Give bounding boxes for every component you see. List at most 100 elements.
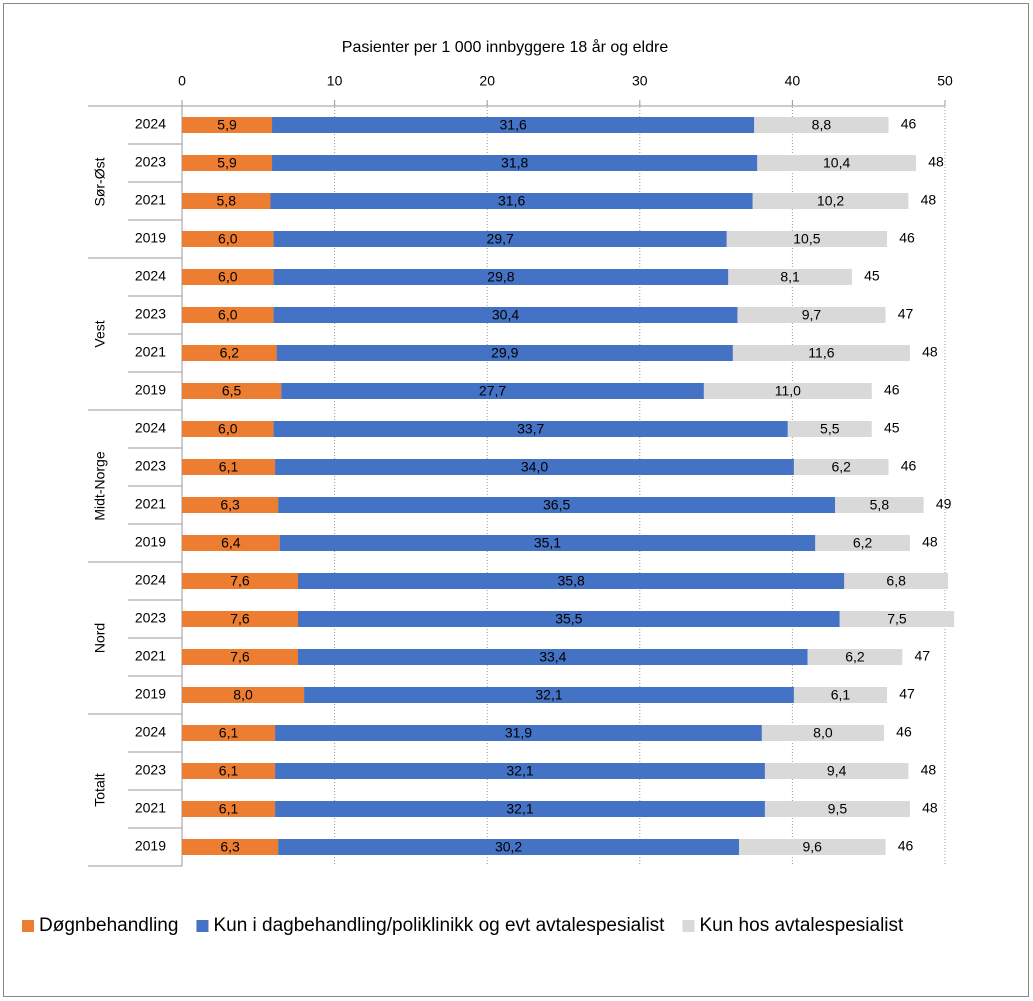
value-label: 10,5 [793,231,820,247]
bar-segment [182,231,274,247]
value-label: 6,0 [218,421,238,437]
value-label: 29,8 [487,269,514,285]
bar-segment [275,459,794,475]
total-label: 45 [884,420,900,436]
bar-segment [281,383,704,399]
value-label: 9,6 [803,839,823,855]
legend-label: Døgnbehandling [39,915,178,936]
bar-segment [182,573,298,589]
value-label: 6,1 [831,687,851,703]
group-label: Sør-Øst [92,157,108,206]
x-tick-label: 40 [785,73,801,89]
bar-segment [182,459,276,475]
bar-segment [278,497,836,513]
y-tick-label: 2023 [135,610,166,626]
y-tick-label: 2019 [135,382,166,398]
total-label: 48 [921,762,937,778]
y-tick-label: 2024 [135,116,166,132]
x-tick-label: 0 [178,73,186,89]
bar-segment [275,801,765,817]
bar-segment [737,307,886,323]
bar-segment [761,725,884,741]
y-tick-label: 2019 [135,230,166,246]
bar-segment [182,687,305,703]
value-label: 35,5 [555,611,582,627]
value-label: 6,8 [886,573,906,589]
y-tick-label: 2024 [135,724,166,740]
total-label: 47 [914,648,930,664]
bar-segment [273,231,727,247]
value-label: 30,4 [492,307,519,323]
y-tick-label: 2019 [135,686,166,702]
value-label: 31,9 [505,725,532,741]
total-label: 48 [922,534,938,550]
bar-segment [182,383,282,399]
value-label: 7,6 [230,611,250,627]
total-label: 46 [901,458,917,474]
value-label: 6,1 [219,459,239,475]
value-label: 8,0 [233,687,253,703]
bar-segment [182,649,298,665]
bar-segment [278,839,739,855]
total-label: 47 [899,686,915,702]
value-label: 32,1 [506,801,533,817]
y-tick-label: 2021 [135,648,166,664]
y-tick-label: 2019 [135,534,166,550]
value-label: 7,6 [230,573,250,589]
group-label: Totalt [92,773,108,807]
value-label: 5,8 [870,497,890,513]
value-label: 9,4 [827,763,847,779]
bar-segment [839,611,955,627]
value-label: 6,2 [853,535,873,551]
value-label: 29,9 [491,345,518,361]
bar-segment [732,345,910,361]
group-label: Vest [92,320,108,347]
total-label: 45 [864,268,880,284]
value-label: 5,8 [217,193,237,209]
value-label: 8,8 [812,117,832,133]
value-label: 10,4 [823,155,850,171]
bar-segment [182,611,298,627]
x-tick-label: 30 [632,73,648,89]
bar-segment [297,649,808,665]
bar-segment [787,421,872,437]
bar-segment [182,345,277,361]
total-label: 48 [922,344,938,360]
value-label: 6,5 [222,383,242,399]
bar-segment [182,839,279,855]
bar-segment [273,307,738,323]
value-label: 31,6 [500,117,527,133]
x-tick-label: 10 [327,73,343,89]
value-label: 8,1 [780,269,800,285]
value-label: 10,2 [817,193,844,209]
y-tick-label: 2021 [135,800,166,816]
legend-label: Kun hos avtalespesialist [699,915,904,936]
y-tick-label: 2023 [135,762,166,778]
group-label: Nord [92,623,108,653]
legend-label: Kun i dagbehandling/poliklinikk og evt a… [213,915,665,936]
bar-segment [272,117,755,133]
bar-segment [182,421,274,437]
legend-swatch [682,920,695,932]
value-label: 7,6 [230,649,250,665]
bar-segment [754,117,889,133]
y-tick-label: 2021 [135,496,166,512]
value-label: 5,9 [217,117,237,133]
value-label: 36,5 [543,497,570,513]
bar-segment [844,573,949,589]
total-label: 46 [899,230,915,246]
bar-segment [752,193,909,209]
bar-segment [764,801,910,817]
value-label: 7,5 [887,611,907,627]
total-label: 47 [898,306,914,322]
y-tick-label: 2023 [135,306,166,322]
value-label: 6,1 [219,725,239,741]
total-label: 46 [896,724,912,740]
value-label: 35,1 [534,535,561,551]
value-label: 6,3 [220,839,240,855]
value-label: 9,7 [802,307,822,323]
value-label: 6,3 [220,497,240,513]
value-label: 29,7 [487,231,514,247]
value-label: 6,2 [220,345,240,361]
value-label: 6,4 [221,535,241,551]
